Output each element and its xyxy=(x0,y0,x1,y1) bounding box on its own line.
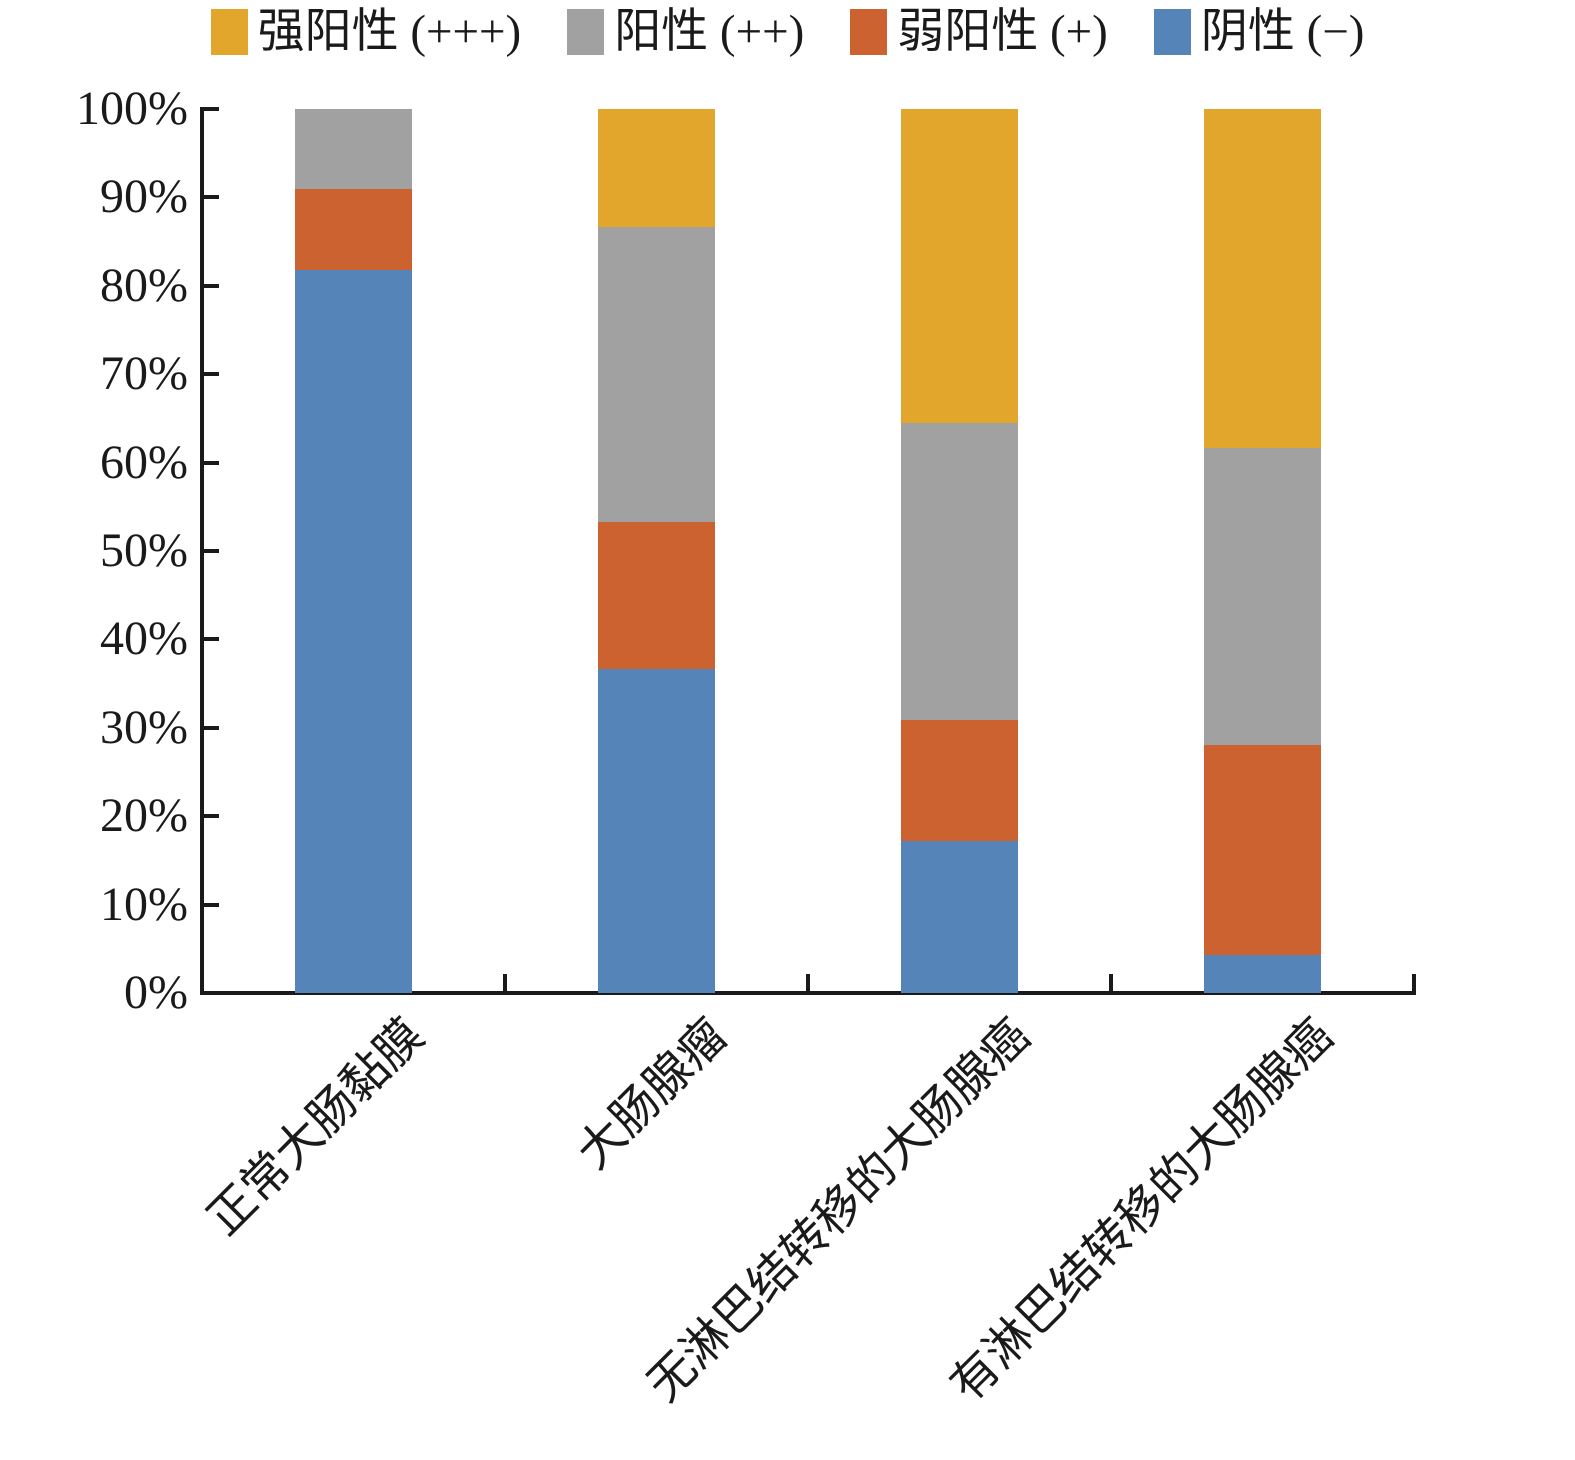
legend: 强阳性 (+++) 阳性 (++) 弱阳性 (+) 阴性 (−) xyxy=(0,4,1575,60)
bar-segment-weak-positive-cat4 xyxy=(1204,744,1321,955)
legend-label-positive: 阳性 (++) xyxy=(614,6,805,58)
x-tick xyxy=(503,974,507,991)
y-tick xyxy=(202,549,219,553)
bar-segment-strong-positive-cat3 xyxy=(901,109,1018,423)
legend-item-weak-positive: 弱阳性 (+) xyxy=(850,4,1108,60)
y-tick-label: 50% xyxy=(100,524,188,577)
bar-segment-strong-positive-cat2 xyxy=(598,109,715,227)
legend-swatch-negative xyxy=(1153,9,1191,55)
legend-label-strong-positive: 强阳性 (+++) xyxy=(257,6,522,58)
bar-segment-weak-positive-cat1 xyxy=(295,189,412,270)
y-tick-label: 80% xyxy=(100,258,188,312)
bar-segment-negative-cat4 xyxy=(1204,954,1321,993)
x-axis-label: 正常大肠黏膜 xyxy=(197,1009,434,1246)
y-tick xyxy=(202,195,219,200)
x-axis-label: 大肠腺瘤 xyxy=(566,1009,737,1180)
y-tick-label: 60% xyxy=(100,435,188,489)
y-tick xyxy=(202,902,219,907)
y-tick-label: 30% xyxy=(100,700,188,754)
y-tick xyxy=(202,460,219,465)
legend-swatch-strong-positive xyxy=(210,9,248,55)
y-tick-label: 20% xyxy=(100,789,188,843)
bar-segment-negative-cat2 xyxy=(598,668,715,993)
x-axis-line xyxy=(200,991,1416,995)
legend-item-negative: 阴性 (−) xyxy=(1153,4,1365,60)
bar-segment-positive-cat2 xyxy=(598,226,715,522)
y-tick xyxy=(202,107,219,111)
y-tick-label: 0% xyxy=(124,966,188,1019)
y-tick xyxy=(202,283,219,288)
bar-segment-weak-positive-cat2 xyxy=(598,521,715,669)
legend-item-strong-positive: 强阳性 (+++) xyxy=(210,4,522,60)
bar-segment-strong-positive-cat4 xyxy=(1204,109,1321,448)
legend-swatch-positive xyxy=(567,9,605,55)
x-tick xyxy=(1109,974,1113,991)
y-tick-label: 100% xyxy=(76,82,188,135)
legend-swatch-weak-positive xyxy=(850,9,888,55)
y-tick-label: 70% xyxy=(100,347,188,401)
y-tick xyxy=(202,372,219,377)
y-tick xyxy=(202,814,219,819)
legend-item-positive: 阳性 (++) xyxy=(567,4,804,60)
bar-segment-positive-cat4 xyxy=(1204,447,1321,745)
x-tick xyxy=(806,974,810,991)
y-tick-label: 90% xyxy=(100,170,188,224)
bar-segment-negative-cat1 xyxy=(295,269,412,993)
y-tick xyxy=(202,991,219,995)
y-tick xyxy=(202,725,219,730)
legend-label-weak-positive: 弱阳性 (+) xyxy=(897,6,1108,58)
y-tick-label: 40% xyxy=(100,612,188,666)
legend-label-negative: 阴性 (−) xyxy=(1200,6,1365,58)
bar-segment-negative-cat3 xyxy=(901,840,1018,993)
y-tick-label: 10% xyxy=(100,877,188,931)
bar-segment-positive-cat1 xyxy=(295,109,412,190)
x-tick xyxy=(1412,974,1416,991)
bar-segment-positive-cat3 xyxy=(901,422,1018,720)
y-tick xyxy=(202,637,219,642)
bar-segment-weak-positive-cat3 xyxy=(901,719,1018,841)
